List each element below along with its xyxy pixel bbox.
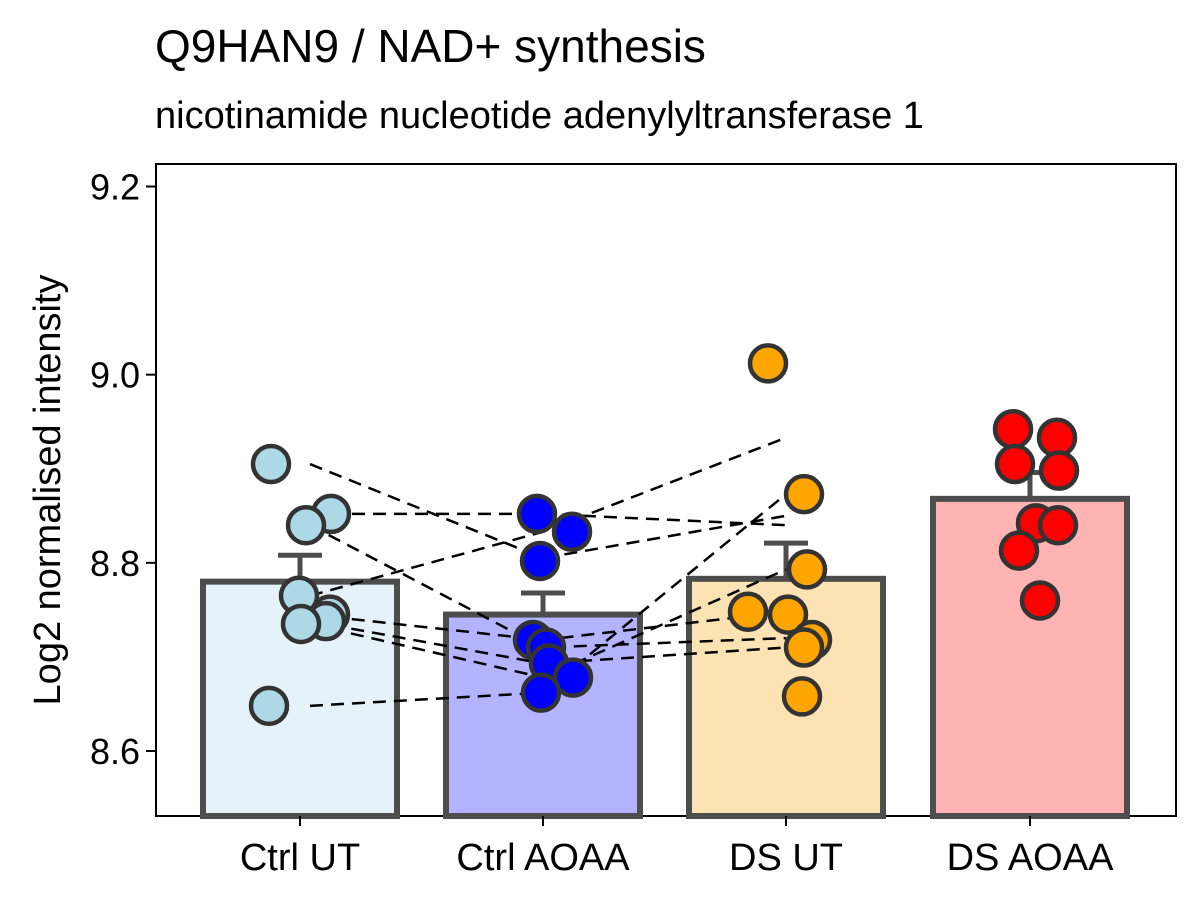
y-tick-label: 8.8 [90, 543, 140, 584]
x-tick-label: DS AOAA [947, 837, 1114, 879]
data-point [781, 676, 823, 717]
data-point [1019, 580, 1061, 621]
data-point [250, 443, 292, 485]
x-tick-label: Ctrl AOAA [456, 837, 630, 879]
chart-subtitle: nicotinamide nucleotide adenylyltransfer… [155, 95, 924, 137]
data-point [280, 603, 322, 645]
plot-panel-border [155, 163, 1177, 817]
data-point [994, 443, 1036, 485]
data-point [285, 504, 327, 546]
data-point [1037, 504, 1079, 546]
data-point [747, 343, 789, 384]
chart-title: Q9HAN9 / NAD+ synthesis [155, 20, 706, 72]
data-point [516, 493, 558, 535]
y-tick-label: 8.6 [90, 731, 140, 772]
data-point [1038, 450, 1080, 491]
data-point [992, 408, 1034, 450]
y-axis-label: Log2 normalised intensity [27, 275, 69, 706]
data-point [552, 657, 594, 698]
x-tick-label: DS UT [729, 837, 843, 879]
data-point [248, 685, 290, 727]
data-point [519, 540, 561, 582]
data-point [727, 591, 769, 633]
data-point [998, 530, 1040, 571]
data-point [520, 672, 562, 713]
data-point [783, 627, 825, 668]
data-point [551, 511, 593, 553]
y-tick-label: 9.0 [90, 355, 140, 396]
data-point [786, 549, 828, 590]
data-point [1036, 417, 1078, 458]
data-point [783, 473, 825, 515]
data-point [767, 594, 809, 635]
x-tick-label: Ctrl UT [240, 837, 360, 879]
y-tick-label: 9.2 [90, 167, 140, 208]
